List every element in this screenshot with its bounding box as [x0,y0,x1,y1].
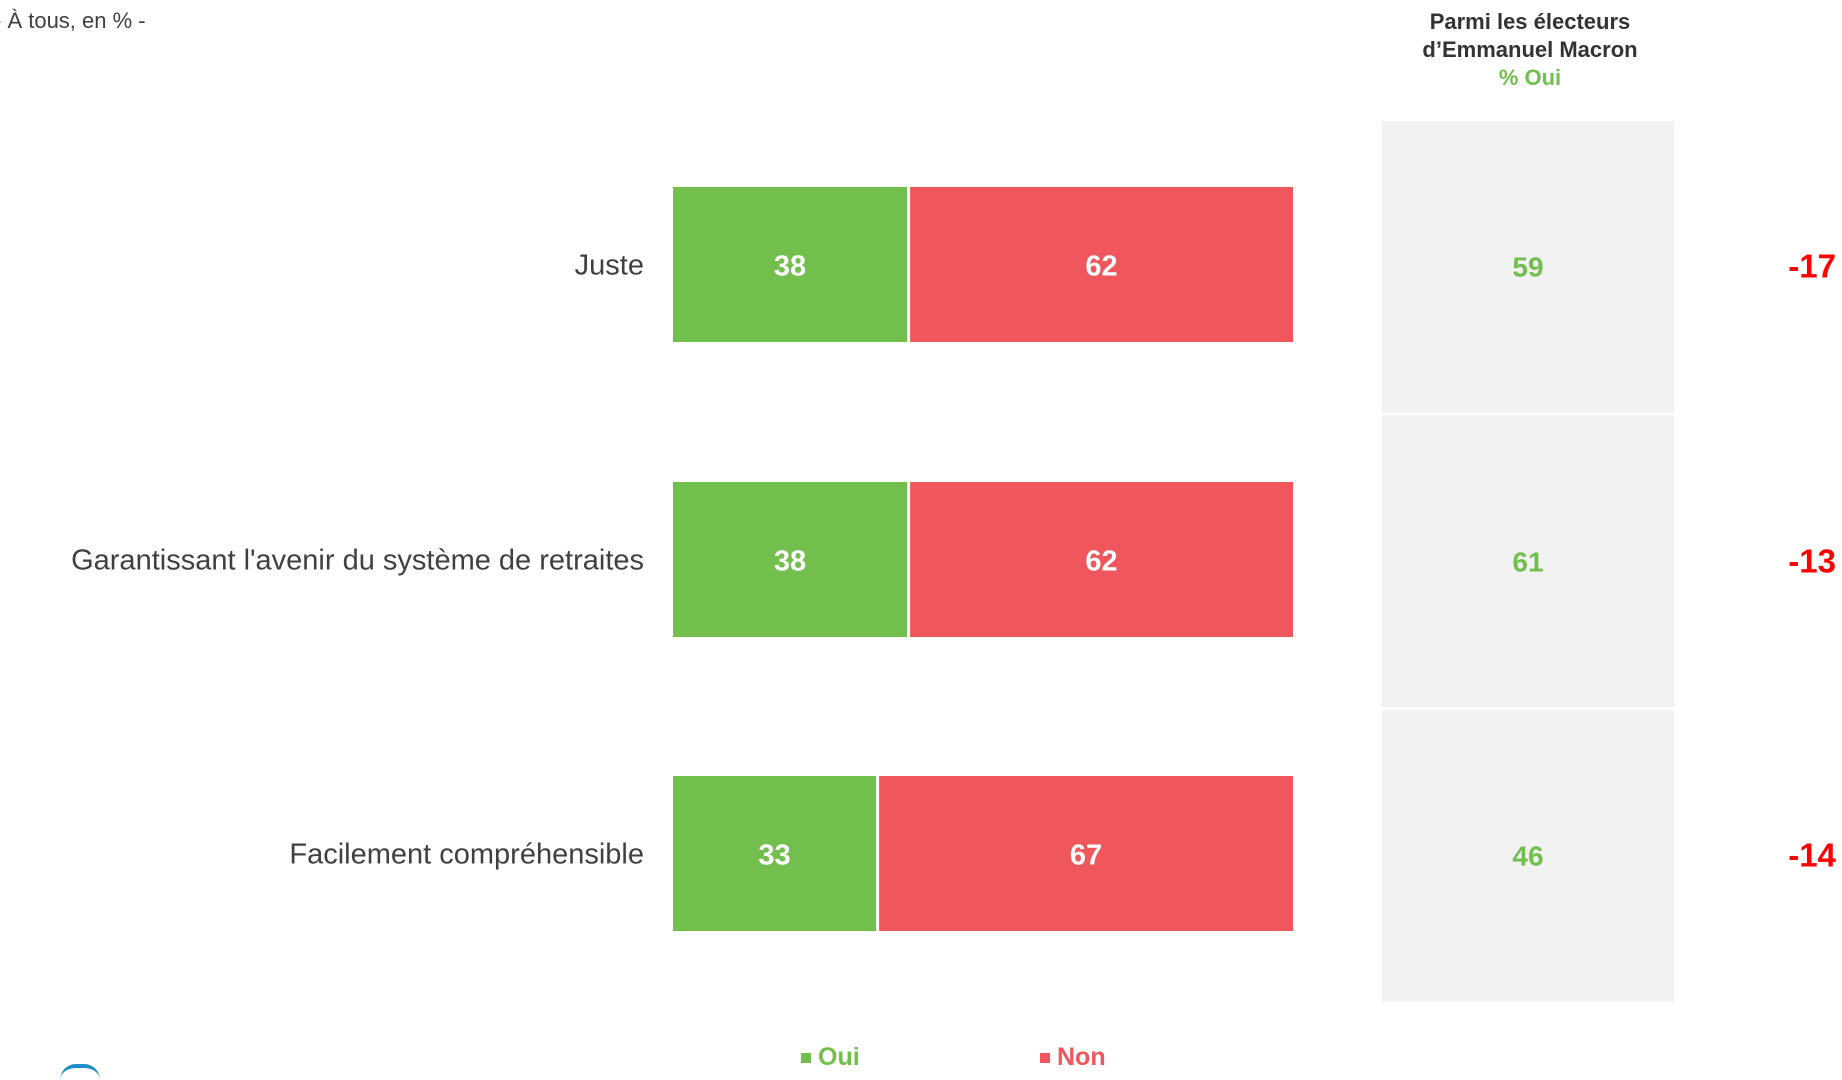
legend-label-oui: Oui [818,1043,860,1071]
macron-header-line2: d’Emmanuel Macron [1422,37,1638,62]
logo-icon [60,1064,100,1080]
bar-label-oui: 33 [758,840,790,872]
legend: Oui Non [0,1043,1842,1073]
legend-item-oui: Oui [801,1043,860,1072]
bar-non [879,776,1293,931]
bar-label-non: 67 [1070,840,1102,872]
bar-label-oui: 38 [774,546,806,578]
macron-header-line3: % Oui [1498,65,1562,90]
difference-value: -17 [1788,248,1836,285]
macron-panel-0 [1382,121,1674,413]
legend-label-non: Non [1057,1043,1106,1071]
macron-oui-value: 46 [1512,841,1543,872]
macron-panel-2 [1382,710,1674,1002]
difference-value: -13 [1788,543,1836,580]
difference-value: -14 [1788,837,1836,874]
macron-oui-value: 61 [1512,547,1543,578]
legend-item-non: Non [1040,1043,1106,1072]
macron-panel-1 [1382,415,1674,707]
legend-swatch-oui [801,1052,811,1063]
category-label: Juste [575,250,644,282]
bar-oui [673,482,908,637]
macron-header-line1: Parmi les électeurs [1429,9,1631,34]
macron-voters-header: Parmi les électeurs d’Emmanuel Macron % … [1380,8,1680,92]
bar-non [910,482,1293,637]
bar-label-non: 62 [1085,546,1117,578]
stacked-bar-chart: Juste 38 62 59 -17 Garantissant l'avenir du s… [71,121,1837,1002]
bar-non [910,187,1293,342]
bar-label-oui: 38 [774,251,806,283]
category-label: Facilement compréhensible [289,839,644,871]
bar-oui [673,187,908,342]
legend-swatch-non [1040,1052,1050,1063]
bar-oui [673,776,877,931]
chart-subtitle: - À tous, en % - [0,8,146,33]
bar-label-non: 62 [1085,251,1117,283]
category-label: Garantissant l'avenir du système de retr… [71,545,644,577]
macron-oui-value: 59 [1512,252,1543,283]
